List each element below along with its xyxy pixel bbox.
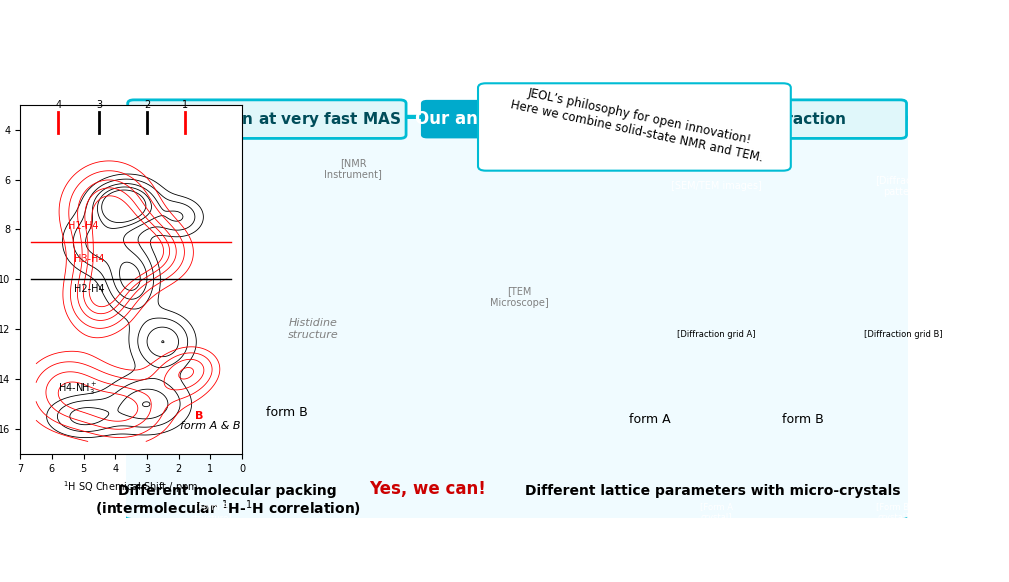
FancyBboxPatch shape: [128, 100, 406, 139]
Text: H3-H4: H3-H4: [74, 254, 105, 264]
Text: [NMR
Instrument]: [NMR Instrument]: [324, 158, 382, 180]
Text: $^1$H correlation at very fast MAS: $^1$H correlation at very fast MAS: [132, 108, 402, 130]
Text: form B: form B: [265, 406, 308, 419]
Text: [SEM/TEM images]: [SEM/TEM images]: [671, 181, 762, 191]
Text: form A & B: form A & B: [181, 421, 241, 431]
FancyBboxPatch shape: [122, 117, 912, 520]
Text: 2: 2: [144, 100, 150, 110]
Text: Our answer: Yokogushi: Our answer: Yokogushi: [416, 110, 631, 128]
Text: H2-H4: H2-H4: [74, 284, 105, 294]
Text: JEOL’s philosophy for open innovation!
Here we combine solid-state NMR and TEM.: JEOL’s philosophy for open innovation! H…: [510, 83, 767, 164]
Text: [Form B
crystal]: [Form B crystal]: [877, 502, 909, 522]
Text: Different molecular packing: Different molecular packing: [118, 484, 337, 498]
Text: 1: 1: [182, 100, 188, 110]
FancyBboxPatch shape: [621, 100, 906, 139]
X-axis label: $^1$H SQ Chemical Shift / ppm: $^1$H SQ Chemical Shift / ppm: [64, 479, 199, 495]
Text: form B: form B: [782, 413, 823, 426]
FancyBboxPatch shape: [478, 83, 791, 171]
FancyBboxPatch shape: [421, 100, 625, 139]
Text: form A: form A: [630, 413, 671, 426]
Text: [Diffraction grid B]: [Diffraction grid B]: [864, 330, 942, 339]
Text: [TEM
Microscope]: [TEM Microscope]: [490, 286, 549, 308]
Text: Yes, we can!: Yes, we can!: [368, 480, 485, 498]
Text: Electron diffraction: Electron diffraction: [680, 112, 847, 127]
Text: [Diffraction grid A]: [Diffraction grid A]: [677, 330, 756, 339]
Text: 3: 3: [97, 100, 103, 110]
Text: form A: form A: [167, 406, 210, 419]
Text: H4-NH$_3^+$: H4-NH$_3^+$: [59, 381, 98, 396]
Text: Histidine
structure: Histidine structure: [288, 318, 338, 340]
Text: B: B: [195, 411, 203, 421]
Text: Different lattice parameters with micro-crystals: Different lattice parameters with micro-…: [525, 484, 900, 498]
Text: [Form B
structure]: [Form B structure]: [191, 502, 233, 522]
Text: (intermolecular $^1$H-$^1$H correlation): (intermolecular $^1$H-$^1$H correlation): [95, 499, 361, 519]
Text: form A: form A: [631, 144, 672, 157]
Text: [Diffraction
pattern]: [Diffraction pattern]: [876, 175, 930, 197]
Polygon shape: [521, 135, 556, 151]
Text: [Form A
structure]: [Form A structure]: [60, 502, 102, 522]
Text: 4: 4: [55, 100, 62, 110]
Text: [Form A
crystal]: [Form A crystal]: [700, 502, 733, 522]
Text: H1-H4: H1-H4: [68, 222, 98, 232]
